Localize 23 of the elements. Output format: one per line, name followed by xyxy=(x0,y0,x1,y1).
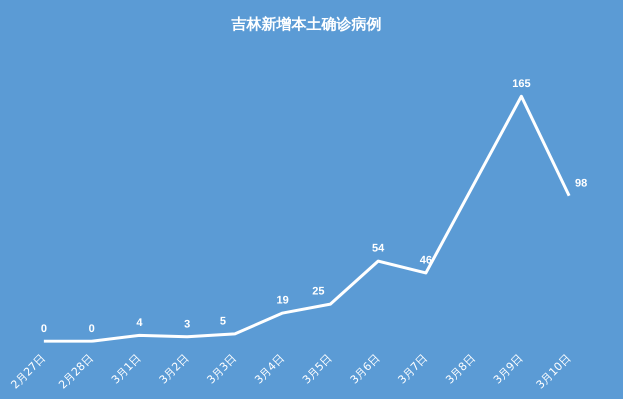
chart-title: 吉林新增本土确诊病例 xyxy=(230,14,382,33)
x-tick-label: 3月10日 xyxy=(534,352,574,392)
data-label: 98 xyxy=(575,177,588,190)
x-tick-label: 3月2日 xyxy=(156,352,192,387)
data-label: 4 xyxy=(136,316,144,329)
x-tick-label: 2月28日 xyxy=(56,352,96,392)
x-tick-label: 3月7日 xyxy=(395,352,430,387)
data-label: 25 xyxy=(312,286,324,298)
x-tick-label: 3月6日 xyxy=(348,352,382,387)
data-label: 5 xyxy=(220,315,226,328)
x-tick-label: 2月27日 xyxy=(8,352,48,392)
x-tick-label: 3月8日 xyxy=(443,352,478,387)
data-label: 54 xyxy=(372,242,386,255)
data-label: 3 xyxy=(184,318,190,330)
x-tick-label: 3月3日 xyxy=(204,352,240,387)
x-tick-label: 3月9日 xyxy=(490,352,526,387)
data-label: 165 xyxy=(512,78,531,90)
x-tick-label: 3月4日 xyxy=(252,352,287,387)
x-tick-label: 3月1日 xyxy=(108,352,144,387)
x-tick-label: 3月5日 xyxy=(300,352,335,387)
data-label: 19 xyxy=(276,294,289,307)
data-label: 0 xyxy=(40,322,47,335)
data-label: 0 xyxy=(88,322,95,335)
